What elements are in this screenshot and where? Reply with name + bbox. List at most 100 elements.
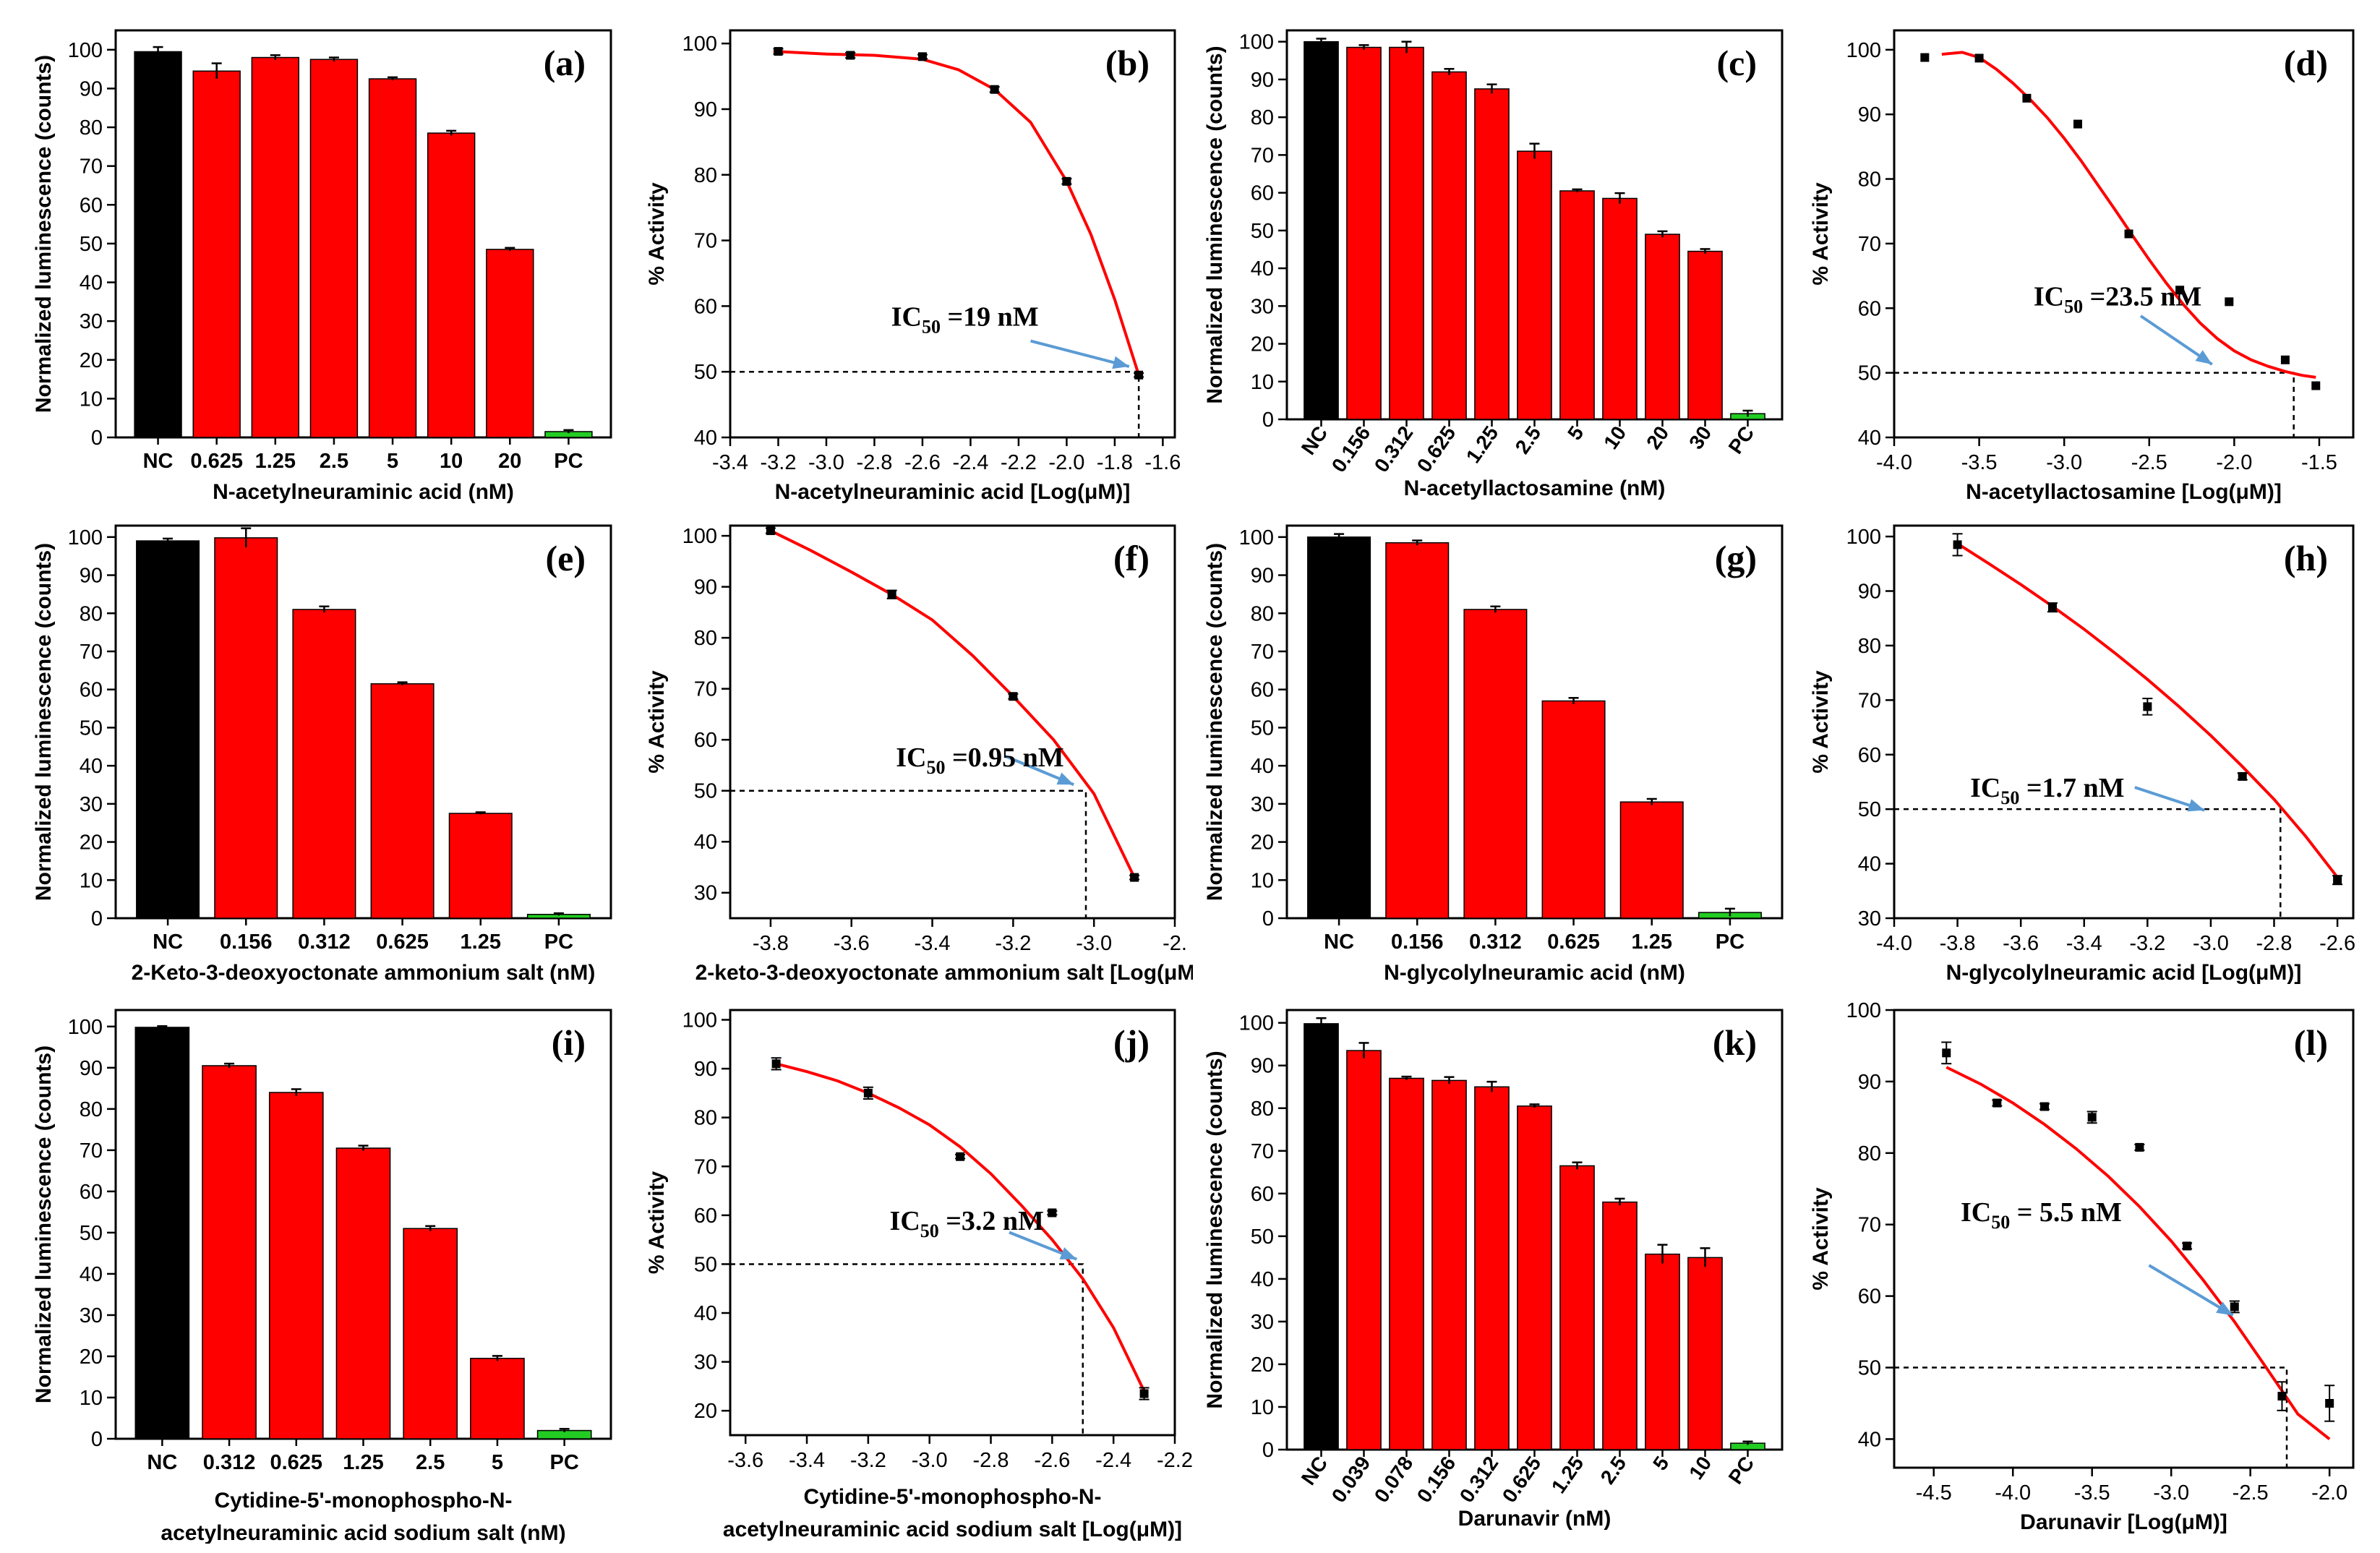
ic50-arrow xyxy=(1030,339,1130,368)
y-axis-label: % Activity xyxy=(1809,670,1833,774)
y-tick-label: 60 xyxy=(694,295,717,318)
y-tick-label: 60 xyxy=(80,1181,103,1204)
y-tick-label: 90 xyxy=(80,1057,103,1080)
y-tick-label: 80 xyxy=(80,116,103,140)
y-tick-label: 10 xyxy=(1251,371,1274,394)
x-tick-label: PC xyxy=(554,450,583,473)
y-tick-label: 50 xyxy=(80,233,103,256)
x-tick-label: 5 xyxy=(1648,1453,1673,1475)
bar-0.312 xyxy=(1474,1086,1510,1450)
y-tick-label: 50 xyxy=(694,1253,717,1276)
panel-label: (a) xyxy=(544,43,586,83)
fit-curve xyxy=(1941,51,2316,379)
data-point xyxy=(1942,1048,1951,1058)
ic50-label: IC50 =3.2 nM xyxy=(890,1206,1044,1241)
ic50-label-prefix: IC xyxy=(896,743,926,773)
x-tick-label: 2.5 xyxy=(1511,422,1546,458)
y-axis-label: % Activity xyxy=(645,182,669,286)
bar-0.312 xyxy=(1389,46,1424,420)
bar-0.156 xyxy=(1431,1079,1467,1450)
y-tick-label: 50 xyxy=(80,716,103,740)
y-tick-label: 80 xyxy=(1251,1098,1274,1121)
x-tick-label: 1.25 xyxy=(1632,930,1672,954)
y-tick-label: 80 xyxy=(1858,1142,1881,1165)
y-tick-label: 90 xyxy=(1251,565,1274,588)
x-tick-label: PC xyxy=(549,1451,578,1474)
y-tick-label: 80 xyxy=(694,1107,717,1130)
plot-frame xyxy=(729,29,1176,439)
ic50-label: IC50 =0.95 nM xyxy=(896,743,1063,778)
x-axis-label: N-glycolylneuramic acid (nM) xyxy=(1384,961,1685,985)
x-tick-label: -2.2 xyxy=(1157,1449,1193,1472)
x-axis-label: Cytidine-5'-monophospho-N- xyxy=(214,1489,512,1513)
x-tick-label: 0.156 xyxy=(220,930,273,954)
data-point xyxy=(1920,53,1930,62)
data-point xyxy=(2325,1398,2334,1408)
y-tick-label: 20 xyxy=(1251,831,1274,855)
data-point xyxy=(2183,1241,2192,1251)
x-axis-label: Darunavir (nM) xyxy=(1458,1507,1611,1531)
data-point xyxy=(2124,229,2133,239)
x-tick-label: -1.5 xyxy=(2301,451,2337,474)
bar-0.156 xyxy=(214,537,278,919)
x-tick-label: -2.5 xyxy=(2233,1481,2269,1505)
data-point xyxy=(2143,702,2152,711)
panel-l: 40 50 60 70 80 90 100 % Activity Darunavir [Log(… xyxy=(1793,999,2371,1544)
chart-svg-h: 30 40 50 60 70 80 90 100 % Activity N-glycolylneu… xyxy=(1809,524,2355,985)
x-tick-label: -2.6 xyxy=(2319,932,2355,955)
data-point xyxy=(1992,1098,2002,1108)
x-tick-label: 0.625 xyxy=(1547,930,1600,954)
ic50-label: IC50 =23.5 nM xyxy=(2034,282,2201,317)
x-axis-label: N-acetylneuraminic acid (nM) xyxy=(213,480,514,504)
y-tick-label: 0 xyxy=(91,1428,103,1451)
bar-NC xyxy=(1307,536,1371,919)
x-tick-label: -1.8 xyxy=(1097,451,1133,474)
y-tick-label: 30 xyxy=(80,793,103,816)
plot-frame xyxy=(1893,1009,2355,1469)
data-point xyxy=(863,1088,873,1098)
x-tick-label: -4.0 xyxy=(1876,451,1912,474)
panel-k: 0 10 20 30 40 50 60 70 80 90 100 Normalized lumines… xyxy=(1200,1001,1800,1544)
y-tick-label: 60 xyxy=(1251,182,1274,205)
y-tick-label: 40 xyxy=(80,272,103,295)
y-tick-label: 30 xyxy=(80,310,103,333)
ic50-label: IC50 =1.7 nM xyxy=(1970,773,2124,808)
data-point xyxy=(956,1152,965,1161)
ic50-label: IC50 = 5.5 nM xyxy=(1961,1197,2122,1233)
panel-label: (f) xyxy=(1113,538,1150,578)
y-tick-label: 70 xyxy=(694,678,717,701)
bar-NC xyxy=(1304,40,1339,420)
x-tick-label: 2.5 xyxy=(320,450,348,473)
y-axis-label: % Activity xyxy=(1809,1187,1833,1291)
data-point xyxy=(2047,603,2057,612)
y-tick-label: 90 xyxy=(1858,103,1881,127)
y-tick-label: 100 xyxy=(1239,526,1274,549)
x-tick-label: -2.8 xyxy=(973,1449,1009,1472)
x-tick-label: 0.312 xyxy=(1455,1453,1503,1507)
x-tick-label: -3.4 xyxy=(789,1449,825,1472)
bar-0.625 xyxy=(192,70,241,438)
bar-NC xyxy=(136,540,200,919)
panel-b: 40 50 60 70 80 90 100 % Activity N-acetylneurami… xyxy=(629,22,1193,513)
y-tick-label: 60 xyxy=(80,679,103,702)
x-tick-label: 1.25 xyxy=(343,1451,383,1474)
y-tick-label: 20 xyxy=(694,1400,717,1423)
data-point xyxy=(766,526,775,536)
y-axis-label: % Activity xyxy=(645,670,669,774)
data-point xyxy=(887,590,896,599)
y-tick-label: 0 xyxy=(1262,1439,1274,1462)
y-tick-label: 10 xyxy=(1251,869,1274,892)
x-tick-label: 30 xyxy=(1685,422,1716,453)
panel-label: (b) xyxy=(1105,43,1150,83)
panel-d: 40 50 60 70 80 90 100 % Activity N-acetyllactosa… xyxy=(1793,22,2371,513)
panel-label: (c) xyxy=(1717,43,1758,83)
x-tick-label: -3.2 xyxy=(995,932,1031,955)
x-tick-label: -3.6 xyxy=(727,1449,763,1472)
y-tick-label: 100 xyxy=(682,1009,717,1032)
x-tick-label: -2.8 xyxy=(2256,932,2293,955)
bar-2.5 xyxy=(1517,150,1552,420)
y-tick-label: 0 xyxy=(1262,907,1274,930)
plot-frame xyxy=(114,29,612,439)
ic50-arrow-head xyxy=(1112,356,1129,369)
ic50-label-prefix: IC xyxy=(1961,1197,1991,1228)
